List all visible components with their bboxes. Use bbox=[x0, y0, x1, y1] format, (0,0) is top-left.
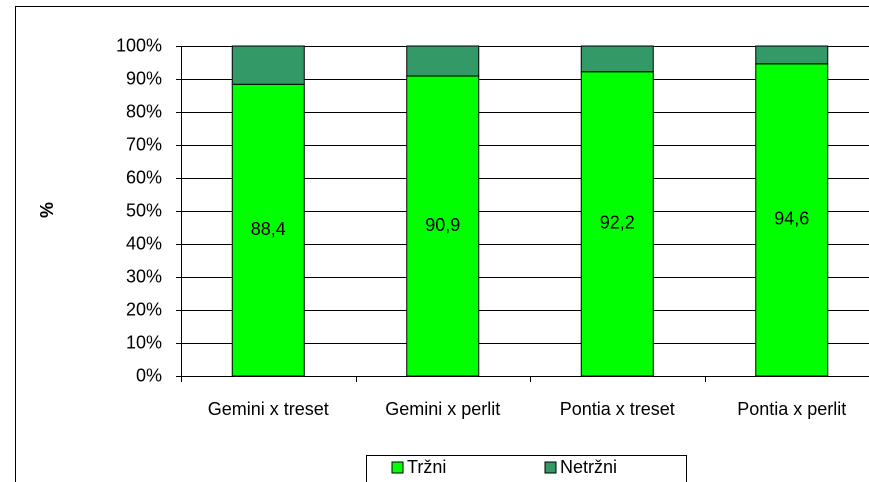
y-tick-label: 0% bbox=[136, 365, 162, 385]
y-tick-label: 40% bbox=[126, 233, 162, 253]
bar-segment bbox=[406, 45, 480, 77]
bar-segment bbox=[231, 45, 305, 85]
bar-segment bbox=[580, 71, 654, 377]
legend-swatch bbox=[391, 461, 404, 474]
legend-box bbox=[366, 455, 687, 482]
y-tick-label: 10% bbox=[126, 332, 162, 352]
bar-segment bbox=[231, 83, 305, 377]
y-tick-label: 100% bbox=[116, 35, 162, 55]
bar-segment bbox=[755, 45, 829, 65]
x-tick-label: Pontia x treset bbox=[560, 399, 675, 419]
legend-label: Netržni bbox=[560, 457, 617, 477]
value-label: 92,2 bbox=[600, 213, 635, 233]
bar-segment bbox=[406, 75, 480, 377]
y-axis-label: % bbox=[37, 202, 57, 218]
y-tick-label: 70% bbox=[126, 134, 162, 154]
x-tick-label: Pontia x perlit bbox=[737, 399, 846, 419]
value-label: 94,6 bbox=[774, 209, 809, 229]
y-tick-label: 60% bbox=[126, 167, 162, 187]
y-tick-label: 30% bbox=[126, 266, 162, 286]
legend-label: Tržni bbox=[407, 457, 446, 477]
y-tick-label: 50% bbox=[126, 200, 162, 220]
bar-segment bbox=[580, 45, 654, 73]
value-label: 90,9 bbox=[425, 215, 460, 235]
legend-swatch bbox=[544, 461, 557, 474]
y-tick-label: 90% bbox=[126, 68, 162, 88]
value-label: 88,4 bbox=[251, 219, 286, 239]
x-tick-label: Gemini x treset bbox=[208, 399, 329, 419]
y-tick-label: 80% bbox=[126, 101, 162, 121]
x-tick-label: Gemini x perlit bbox=[385, 399, 500, 419]
y-tick-label: 20% bbox=[126, 299, 162, 319]
